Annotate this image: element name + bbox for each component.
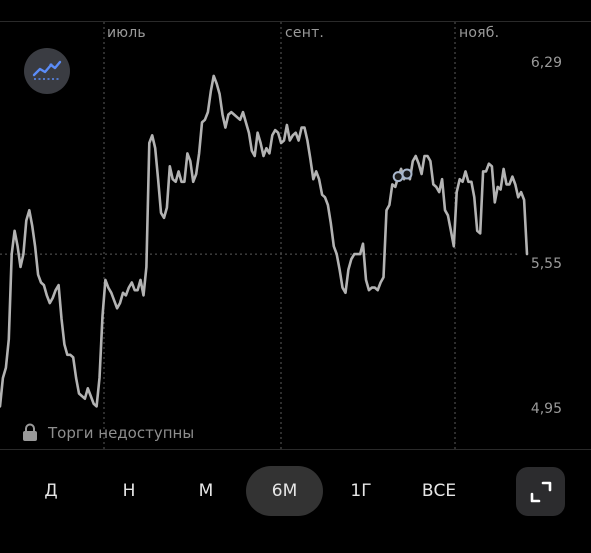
period-6m-button[interactable]: 6М xyxy=(246,466,323,516)
price-chart[interactable] xyxy=(0,0,591,450)
y-tick-high: 6,29 xyxy=(530,55,562,71)
event-marker-0 xyxy=(392,171,404,183)
x-tick-november: нояб. xyxy=(459,25,500,41)
top-divider xyxy=(0,21,591,22)
period-selector: Д Н М 6М 1Г ВСЕ xyxy=(0,466,591,516)
bottom-divider xyxy=(0,449,591,450)
period-week-button[interactable]: Н xyxy=(122,481,136,501)
period-all-button[interactable]: ВСЕ xyxy=(421,481,457,501)
expand-icon xyxy=(530,481,551,502)
event-markers xyxy=(392,168,413,183)
x-tick-september: сент. xyxy=(285,25,325,41)
period-1y-button[interactable]: 1Г xyxy=(350,481,372,501)
trend-chart-icon xyxy=(32,60,62,80)
expand-button[interactable] xyxy=(516,467,565,516)
event-marker-1 xyxy=(401,168,413,180)
lock-icon xyxy=(23,423,37,441)
period-day-button[interactable]: Д xyxy=(44,481,58,501)
trading-status-text: Торги недоступны xyxy=(48,423,195,442)
chart-grid xyxy=(0,22,520,449)
x-tick-july: июль xyxy=(107,25,146,41)
period-month-button[interactable]: М xyxy=(198,481,214,501)
y-tick-low: 4,95 xyxy=(530,401,562,417)
trend-badge-button[interactable] xyxy=(24,48,70,94)
price-series-line xyxy=(0,74,529,408)
y-tick-current: 5,55 xyxy=(530,256,562,272)
trading-status: Торги недоступны xyxy=(22,423,194,442)
